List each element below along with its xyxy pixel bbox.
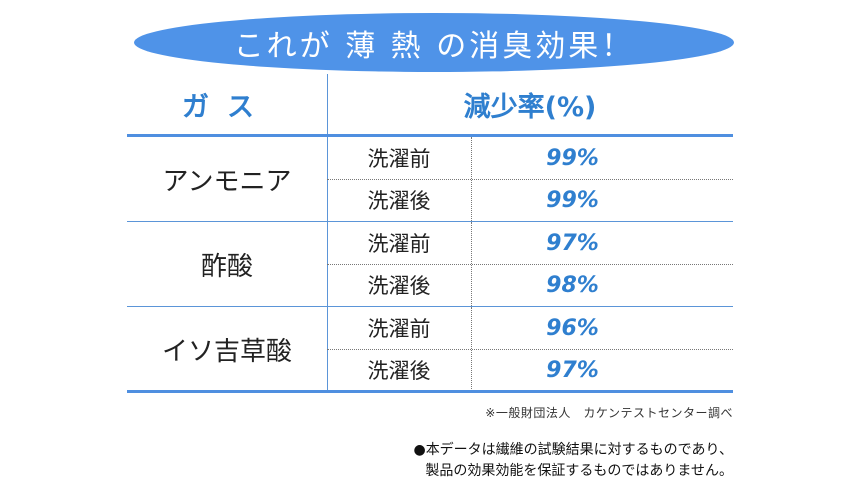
condition-label: 洗濯後 <box>367 359 431 383</box>
cell-divider <box>471 307 472 391</box>
header-gas: ガス <box>182 91 272 123</box>
gas-name-isovaleric-acid: イソ吉草酸 <box>161 336 292 367</box>
bottom-rule <box>127 390 733 393</box>
condition-label: 洗濯後 <box>367 189 431 213</box>
gas-name-acetic-acid: 酢酸 <box>200 251 253 282</box>
reduction-value: 99% <box>546 187 599 213</box>
deodorization-table: ガス 減少率(%) アンモニア 洗濯前 99% 洗濯後 99% 酢酸 洗濯前 9… <box>127 74 733 394</box>
condition-label: 洗濯前 <box>367 317 431 341</box>
disclaimer: ●本データは繊維の試験結果に対するものであり、 製品の効果効能を保証するものでは… <box>333 440 733 482</box>
group-divider <box>127 306 733 307</box>
cell-divider <box>471 137 472 221</box>
reduction-value: 97% <box>546 230 599 256</box>
row-divider <box>327 179 733 180</box>
page-title: これが 薄 熱 の消臭効果！ <box>233 28 635 64</box>
source-note: ※一般財団法人 カケンテストセンター調べ <box>485 406 733 420</box>
disclaimer-line-1: 本データは繊維の試験結果に対するものであり、 <box>425 442 733 458</box>
row-divider <box>327 349 733 350</box>
condition-label: 洗濯前 <box>367 232 431 256</box>
group-divider <box>127 221 733 222</box>
condition-label: 洗濯後 <box>367 274 431 298</box>
header-rule <box>127 134 733 137</box>
reduction-value: 98% <box>546 272 599 298</box>
title-banner: これが 薄 熱 の消臭効果！ <box>134 13 734 72</box>
column-divider <box>327 74 328 390</box>
cell-divider <box>471 222 472 306</box>
gas-name-ammonia: アンモニア <box>162 166 292 197</box>
reduction-value: 99% <box>546 145 599 171</box>
condition-label: 洗濯前 <box>367 147 431 171</box>
disclaimer-line-2: 製品の効果効能を保証するものではありません。 <box>425 463 733 479</box>
reduction-value: 96% <box>546 315 599 341</box>
header-reduction-rate: 減少率(%) <box>463 91 597 123</box>
bullet-icon: ● <box>413 442 426 458</box>
row-divider <box>327 264 733 265</box>
reduction-value: 97% <box>546 357 599 383</box>
